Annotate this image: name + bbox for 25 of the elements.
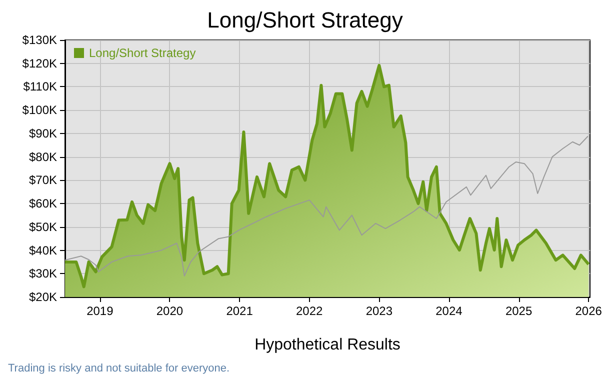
y-tick-label: $40K	[28, 243, 57, 258]
x-tick-label: 2026	[575, 304, 602, 318]
y-tick-label: $110K	[23, 80, 57, 94]
y-tick-label: $60K	[28, 196, 57, 211]
y-tick-label: $50K	[28, 220, 57, 234]
y-tick-label: $130K	[22, 33, 57, 47]
x-tick-label: 2021	[226, 304, 254, 318]
y-tick-label: $100K	[22, 103, 57, 118]
x-tick-label: 2024	[436, 304, 463, 318]
x-tick-label: 2019	[86, 304, 114, 318]
y-tick-label: $30K	[28, 266, 57, 281]
text: Trading is risky and not suitable for everyone.	[8, 362, 230, 374]
x-axis-title: Hypothetical Results	[254, 336, 400, 354]
line-series	[64, 136, 588, 276]
x-tick-label: 2023	[366, 304, 393, 318]
y-tick-label: $90K	[28, 126, 57, 140]
chart-title: Long/Short Strategy	[207, 8, 403, 32]
x-tick-label: 2022	[296, 304, 324, 318]
y-tick-label: $120K	[22, 56, 57, 70]
y-tick-label: $80K	[28, 150, 57, 164]
x-tick-label: 2020	[156, 304, 184, 318]
legend-label: Long/Short Strategy	[89, 46, 196, 60]
x-tick-label: 2025	[505, 304, 532, 318]
y-tick-label: $70K	[28, 173, 57, 188]
y-tick-label: $20K	[28, 290, 57, 304]
